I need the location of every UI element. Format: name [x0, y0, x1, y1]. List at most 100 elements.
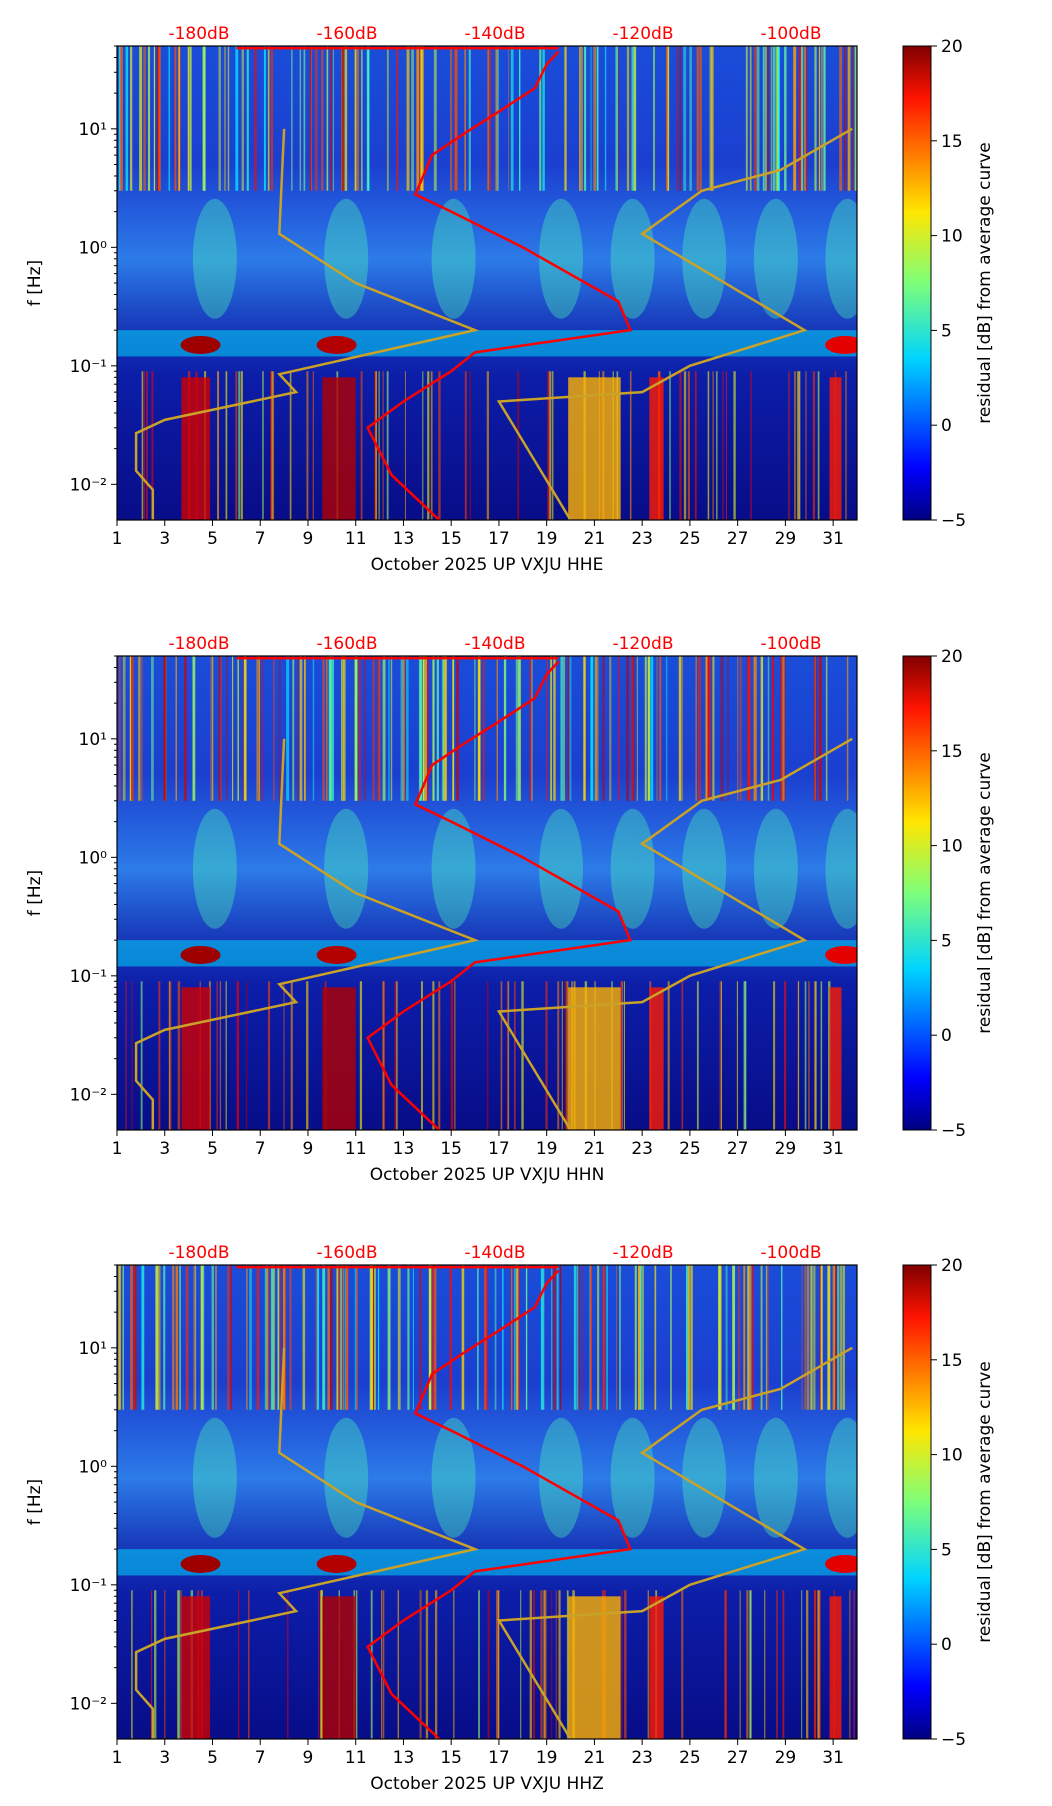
x-tick-label: 13 [393, 529, 415, 549]
hf-streak [639, 1265, 642, 1410]
x-tick-label: 27 [727, 1139, 749, 1159]
hf-streak [784, 46, 787, 191]
lf-transient [623, 981, 625, 1130]
hf-streak [689, 46, 692, 191]
lf-transient [360, 371, 363, 520]
lf-transient [547, 371, 550, 520]
hf-streak [529, 656, 532, 801]
hf-streak [158, 46, 160, 191]
lf-transient [805, 371, 807, 520]
lf-transient [141, 371, 144, 520]
hf-streak [550, 656, 552, 801]
colorbar-tick-label: 20 [941, 647, 963, 667]
lf-transient [235, 371, 238, 520]
microseism-blob [431, 198, 476, 319]
hf-streak [432, 1265, 435, 1410]
lf-transient [422, 371, 424, 520]
microseism-blob [539, 198, 583, 319]
hf-streak [400, 656, 404, 801]
colorbar-title: residual [dB] from average curve [975, 1361, 995, 1642]
hf-streak [304, 656, 306, 801]
x-tick-label: 21 [584, 529, 606, 549]
hf-streak [854, 46, 857, 191]
hf-streak [153, 46, 156, 191]
lf-event [649, 377, 664, 520]
db-scale-label: -120dB [612, 24, 673, 44]
lf-transient [434, 1590, 438, 1739]
x-tick-label: 29 [775, 529, 797, 549]
lf-transient [450, 981, 453, 1130]
x-tick-label: 25 [679, 529, 701, 549]
hf-streak [328, 656, 332, 801]
hf-streak [637, 1265, 640, 1410]
hf-streak [482, 656, 485, 801]
hf-streak [257, 656, 259, 801]
x-tick-label: 17 [488, 1139, 510, 1159]
lf-event [181, 1596, 211, 1739]
lf-transient [819, 1590, 821, 1739]
colorbar-tick-label: 20 [941, 1256, 963, 1276]
microseism-blob [682, 198, 727, 319]
db-scale-label: -120dB [612, 634, 673, 654]
lf-transient [312, 371, 315, 520]
hf-streak [474, 656, 476, 801]
lf-event [322, 1596, 356, 1739]
x-tick-label: 11 [345, 529, 367, 549]
lf-event [649, 987, 664, 1130]
hf-streak [837, 1265, 840, 1410]
lf-transient [320, 1590, 323, 1739]
lf-transient [382, 371, 384, 520]
y-tick-label: 10⁻² [70, 1085, 107, 1105]
hf-streak [366, 46, 370, 191]
nlnm-curve [134, 738, 480, 1130]
hf-streak [224, 46, 226, 191]
lf-transient [154, 1590, 157, 1739]
hf-streak [464, 46, 466, 191]
hf-streak [739, 656, 742, 801]
microseism-blob [610, 198, 655, 319]
lf-transient [719, 981, 722, 1130]
x-tick-label: 25 [679, 1139, 701, 1159]
lf-transient [396, 981, 398, 1130]
hf-streak [681, 656, 684, 801]
hf-streak [277, 1265, 280, 1410]
storm-hotspot [825, 945, 857, 964]
x-tick-label: 23 [631, 529, 653, 549]
hf-streak [286, 656, 290, 801]
lf-event [649, 1596, 664, 1739]
hf-streak [604, 46, 607, 191]
hf-streak [676, 46, 679, 191]
hf-streak [634, 1265, 637, 1410]
hf-streak [326, 46, 329, 191]
lf-transient [453, 1590, 455, 1739]
x-tick-label: 3 [159, 529, 170, 549]
db-scale-label: -180dB [168, 634, 229, 654]
lf-transient [382, 1590, 385, 1739]
x-tick-label: 13 [393, 1748, 415, 1768]
hf-streak [163, 1265, 166, 1410]
hf-streak [299, 656, 303, 801]
hf-streak [340, 1265, 342, 1410]
lf-transient [521, 981, 524, 1130]
hf-streak [749, 46, 752, 191]
hf-streak [226, 656, 228, 801]
hf-streak [631, 656, 634, 801]
hf-streak [178, 46, 181, 191]
x-tick-label: 15 [440, 529, 462, 549]
x-tick-label: 31 [822, 1139, 844, 1159]
hf-streak [641, 1265, 644, 1410]
hf-streak [560, 656, 564, 801]
hf-streak [419, 1265, 422, 1410]
storm-hotspot [316, 1554, 357, 1573]
microseism-blob [610, 808, 655, 929]
hf-streak [303, 46, 306, 191]
hf-streak [518, 46, 521, 191]
hf-streak [647, 656, 651, 801]
hf-streak [218, 656, 221, 801]
hf-streak [595, 656, 599, 801]
lf-transient [687, 371, 690, 520]
hf-streak [130, 656, 134, 801]
microseism-blob [192, 198, 237, 319]
lf-transient [164, 1590, 166, 1739]
hf-streak [683, 46, 687, 191]
